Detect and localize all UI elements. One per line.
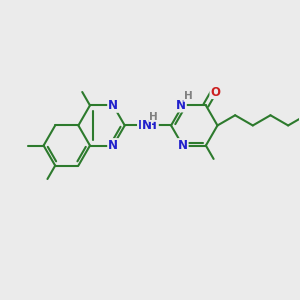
Text: H: H bbox=[184, 92, 192, 101]
Text: H: H bbox=[149, 112, 158, 122]
Text: N: N bbox=[108, 99, 118, 112]
Text: N: N bbox=[176, 99, 186, 112]
Text: N: N bbox=[141, 119, 152, 132]
Text: N: N bbox=[108, 139, 118, 152]
Text: N: N bbox=[178, 139, 188, 152]
Text: NH: NH bbox=[138, 119, 158, 132]
Text: O: O bbox=[210, 85, 220, 98]
